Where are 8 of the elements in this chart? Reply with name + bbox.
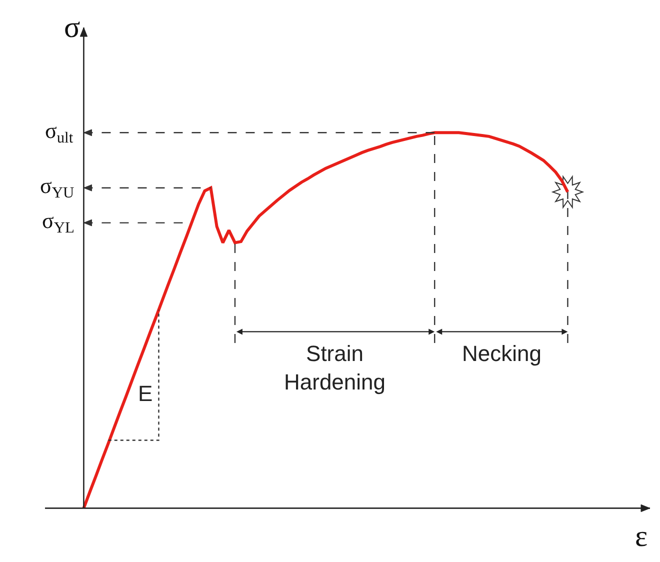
annotation: Necking <box>462 341 542 366</box>
annotation: Strain Hardening <box>284 341 386 395</box>
ref-line-label: σ$_{YL}$ <box>42 208 74 237</box>
y-axis-title: σ <box>64 11 80 44</box>
annotation: E <box>138 381 153 406</box>
ref-line-label: σ$_{YU}$ <box>40 173 74 202</box>
x-axis-title: ε <box>635 520 648 553</box>
ref-line-label: σ$_{ult}$ <box>45 118 74 147</box>
